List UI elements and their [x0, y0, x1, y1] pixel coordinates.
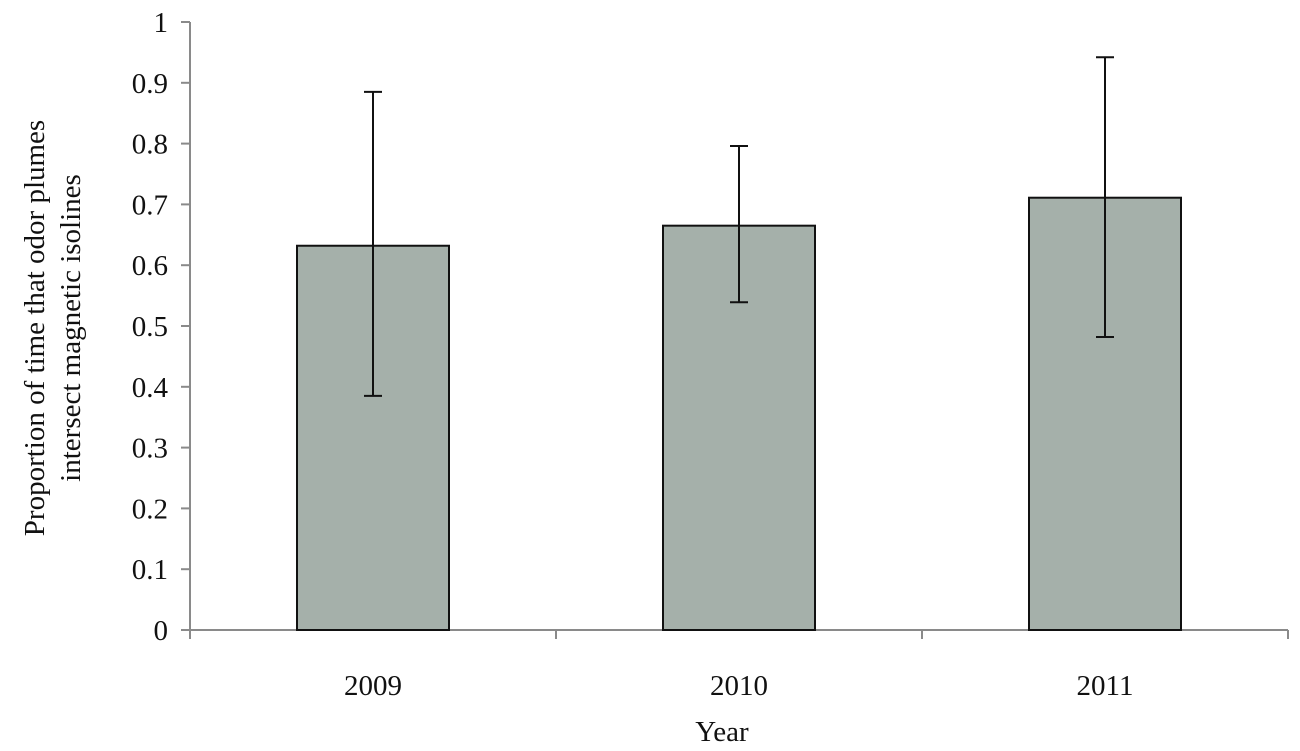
y-tick-label: 0	[154, 615, 169, 647]
y-tick-label: 0.1	[132, 554, 168, 586]
plot-area: 0 0.1 0.2 0.3 0.4 0.5 0.6 0.7 0.8 0.9 1 2009 2010 201…	[132, 7, 1289, 702]
y-tick-label: 0.4	[132, 372, 169, 404]
x-tick-label-2009: 2009	[344, 670, 402, 702]
y-tick-label: 0.2	[132, 493, 168, 525]
y-tick-label: 0.6	[132, 250, 168, 282]
x-tick-label-2011: 2011	[1077, 670, 1134, 702]
x-axis-title: Year	[695, 716, 749, 748]
y-tick-label: 0.8	[132, 129, 168, 161]
y-tick-label: 0.5	[132, 311, 168, 343]
y-tick-label: 0.9	[132, 68, 168, 100]
x-tick-label-2010: 2010	[710, 670, 768, 702]
y-tick-label: 0.3	[132, 433, 168, 465]
y-axis-title-line-1: Proportion of time that odor plumes	[19, 120, 51, 536]
y-axis-title-line-2: intersect magnetic isolines	[55, 174, 87, 482]
y-tick-label: 0.7	[132, 189, 168, 221]
y-tick-label: 1	[154, 7, 169, 39]
